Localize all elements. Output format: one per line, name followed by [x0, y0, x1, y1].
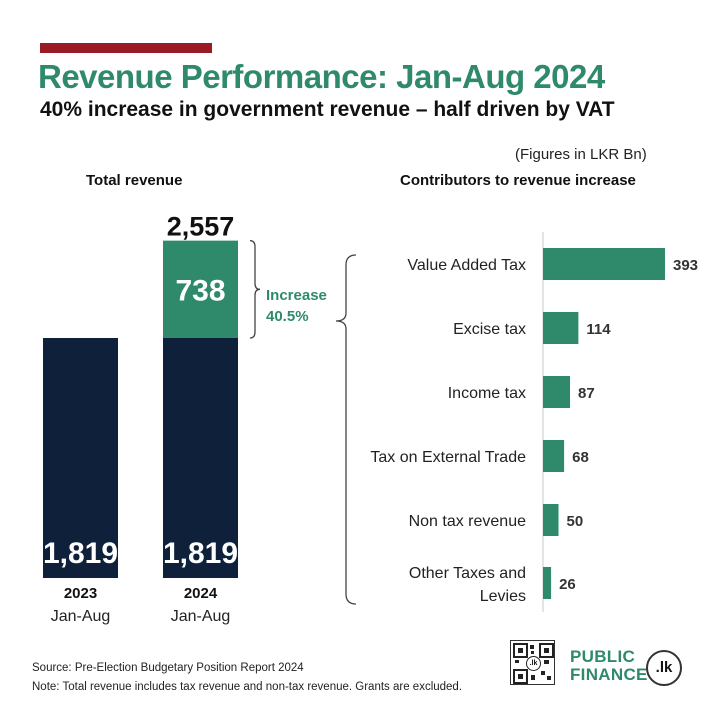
- contributor-value-label: 50: [567, 513, 584, 530]
- bar-2024-base-label: 1,819: [163, 537, 238, 570]
- contributor-value-label: 26: [559, 576, 576, 593]
- contributor-category-label: Value Added Tax: [407, 257, 526, 274]
- increase-bracket: [249, 239, 261, 339]
- logo-badge: .lk: [646, 650, 682, 686]
- contributor-value-label: 87: [578, 385, 595, 402]
- category-sublabel-2024: Jan-Aug: [171, 608, 231, 625]
- contributors-bracket: [335, 254, 357, 605]
- category-label-2023: 2023: [64, 585, 97, 602]
- units-note: (Figures in LKR Bn): [515, 146, 647, 163]
- contributor-category-label: Other Taxes and: [409, 565, 526, 582]
- qr-badge: .lk: [526, 656, 541, 671]
- contributor-bar: [543, 248, 665, 280]
- category-sublabel-2023: Jan-Aug: [51, 608, 111, 625]
- bar-2024-increase: [163, 240, 238, 338]
- contributor-bar: [543, 440, 565, 472]
- public-finance-logo: PUBLIC FINANCE .lk: [570, 648, 695, 688]
- category-label-2024: 2024: [184, 585, 218, 602]
- contributor-bar: [543, 567, 552, 599]
- contributor-category-label: Non tax revenue: [409, 513, 527, 530]
- contributor-bar: [543, 312, 579, 344]
- increase-annotation-line2: 40.5%: [266, 308, 309, 325]
- chart-subtitle: 40% increase in government revenue – hal…: [40, 98, 615, 121]
- contributor-bar: [543, 504, 559, 536]
- chart-title: Revenue Performance: Jan-Aug 2024: [38, 58, 605, 95]
- accent-bar: [40, 43, 212, 53]
- bar-2023-base-label: 1,819: [43, 537, 118, 570]
- contributor-value-label: 393: [673, 257, 698, 274]
- bar-2024-increase-label: 738: [175, 274, 225, 307]
- increase-annotation-line1: Increase: [266, 287, 327, 304]
- qr-code-icon: .lk: [510, 640, 555, 685]
- footnote: Note: Total revenue includes tax revenue…: [32, 681, 463, 693]
- bar-2024-total-label: 2,557: [167, 212, 235, 242]
- contributors-heading: Contributors to revenue increase: [400, 172, 636, 189]
- contributor-category-label: Tax on External Trade: [370, 449, 526, 466]
- bar-2023-base: [43, 338, 118, 578]
- contributor-category-label: Income tax: [448, 385, 526, 402]
- contributor-bar: [543, 376, 571, 408]
- contributor-value-label: 68: [572, 449, 589, 466]
- logo-line1: PUBLIC: [570, 647, 636, 666]
- contributor-value-label: 114: [586, 321, 611, 338]
- total-revenue-heading: Total revenue: [86, 172, 183, 189]
- logo-line2: FINANCE: [570, 665, 648, 684]
- contributor-category-label: Excise tax: [453, 321, 526, 338]
- bar-2024-base: [163, 338, 238, 578]
- contributor-category-label: Levies: [480, 588, 526, 605]
- source-note: Source: Pre-Election Budgetary Position …: [32, 662, 304, 674]
